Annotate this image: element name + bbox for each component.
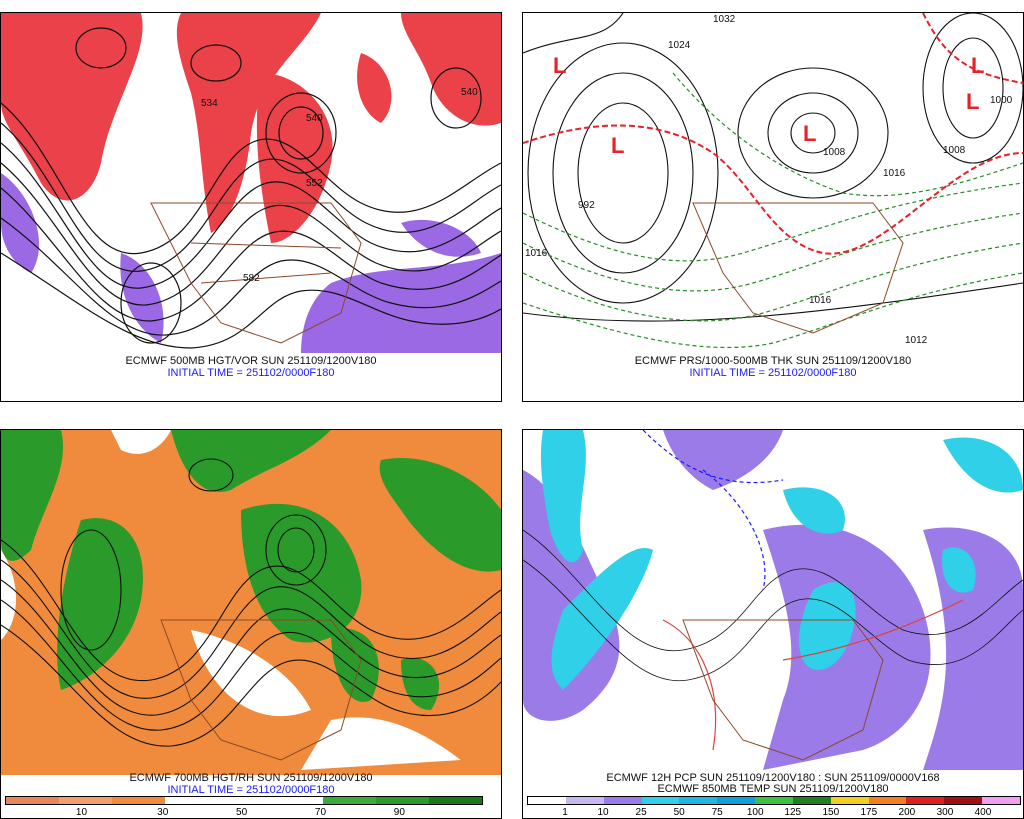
isobar-label: 1016 [883,168,906,179]
pcp-tick: 75 [711,807,723,818]
pcp-tick: 100 [746,807,764,818]
isobar-label: 1016 [525,248,548,259]
precip-colorbar-labels: 1 10 25 50 75 100 125 150 175 200 300 40… [527,807,1021,818]
precip-light-fill [523,430,1023,770]
thickness-lines [523,72,1023,349]
panel-500mb-vorticity: 534 540 552 582 540 ECMWF 500MB HGT/VOR … [0,12,502,402]
rh-tick: 70 [314,807,327,818]
isobar-label: 992 [578,200,595,211]
panel-subtitle: ECMWF 850MB TEMP SUN 251109/1200V180 [657,783,889,795]
map-mslp: L L L L L 1032 1024 992 1016 1008 1016 1… [523,13,1023,358]
rh-tick: 30 [157,807,169,818]
pcp-tick: 50 [673,807,685,818]
map-700mb [1,430,501,775]
isobar-label: 1016 [809,295,832,306]
panel-title: ECMWF 500MB HGT/VOR SUN 251109/1200V180 [125,355,377,367]
pcp-tick: 400 [974,807,992,818]
isobar-label: 1024 [668,40,691,51]
pcp-tick: 125 [784,807,802,818]
rh-moist-fill [1,430,501,710]
pcp-tick: 150 [822,807,840,818]
political-borders [692,202,904,334]
contour-label-5: 540 [461,87,478,98]
rh-tick: 90 [393,807,405,818]
isobar-label: 1000 [990,95,1013,106]
isobar-label: 1008 [823,147,846,158]
pcp-tick: 25 [635,807,647,818]
panel-precip-850temp: ECMWF 12H PCP SUN 251109/1200V180 : SUN … [522,429,1024,819]
isobar-label: 1008 [943,145,966,156]
pcp-tick: 10 [597,807,609,818]
isobars [523,13,1023,322]
height-contours [1,458,501,747]
panel-init-time: INITIAL TIME = 251102/0000F180 [689,367,857,379]
rh-tick: 50 [236,807,248,818]
rh-colorbar-labels: 10 30 50 70 90 [5,807,483,818]
low-letter: L [803,121,816,146]
temp-freezing-lines [662,599,964,751]
precip-heavy-fill [540,430,1023,690]
low-letter: L [971,53,984,78]
low-centers: L L L L L [553,53,984,158]
panel-init-time: INITIAL TIME = 251102/0000F180 [167,784,335,796]
contour-label-2: 540 [306,113,323,124]
panel-init-time: INITIAL TIME = 251102/0000F180 [167,367,335,379]
contour-label-4: 582 [243,273,260,284]
political-borders [150,202,362,344]
temp-cold-lines [642,430,784,591]
map-500mb: 534 540 552 582 540 [1,13,501,358]
rh-tick: 10 [75,807,88,818]
contour-labels: 1032 1024 992 1016 1008 1016 1008 1000 1… [525,14,1013,346]
precip-colorbar [527,796,1021,805]
isobar-label: 1012 [905,335,928,346]
panel-700mb-rh: ECMWF 700MB HGT/RH SUN 251109/1200V180 I… [0,429,502,819]
pcp-tick: 200 [898,807,916,818]
pcp-tick: 175 [860,807,878,818]
low-letter: L [611,133,624,158]
rh-colorbar [5,796,483,805]
contour-label-1: 534 [201,98,218,109]
political-borders [160,619,362,761]
low-letter: L [966,89,979,114]
panel-mslp-thickness: L L L L L 1032 1024 992 1016 1008 1016 1… [522,12,1024,402]
panel-title: ECMWF PRS/1000-500MB THK SUN 251109/1200… [634,355,912,367]
height-contours [1,27,501,349]
panel-title: ECMWF 12H PCP SUN 251109/1200V180 : SUN … [606,772,940,784]
thickness-540-line [523,13,1023,255]
map-precip [523,430,1023,775]
political-borders [682,619,884,761]
contour-labels: 534 540 552 582 540 [201,87,478,284]
temp-contours [523,529,1023,682]
pcp-tick: 300 [936,807,954,818]
isobar-label: 1032 [713,14,736,25]
low-letter: L [553,53,566,78]
contour-label-3: 552 [306,178,323,189]
panel-title: ECMWF 700MB HGT/RH SUN 251109/1200V180 [129,772,373,784]
pcp-tick: 1 [562,807,568,818]
